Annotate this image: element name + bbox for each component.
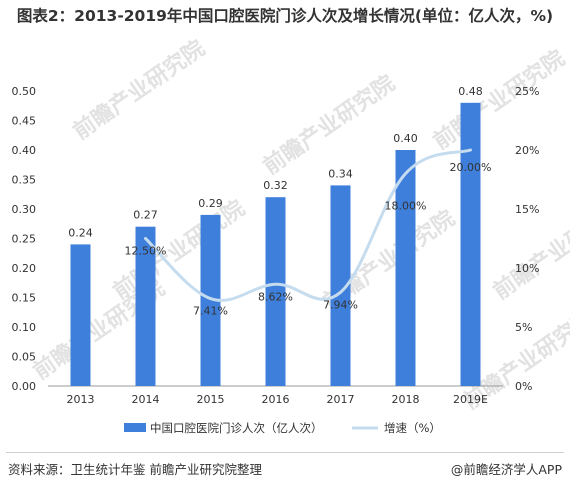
growth-line-path bbox=[144, 148, 472, 302]
bar-2015 bbox=[200, 214, 221, 386]
bar-labels: 0.24 0.27 0.29 0.32 0.34 0.40 0.48 bbox=[68, 85, 483, 240]
source-note: 资料来源：卫生统计年鉴 前瞻产业研究院整理 bbox=[8, 462, 262, 477]
left-tick-label: 0.00 bbox=[12, 380, 37, 393]
left-tick-label: 0.40 bbox=[12, 144, 37, 157]
growth-label-2017: 7.94% bbox=[323, 298, 358, 311]
left-tick-label: 0.20 bbox=[12, 262, 37, 275]
right-tick-label: 25% bbox=[515, 85, 539, 98]
growth-label-2015: 7.41% bbox=[193, 305, 228, 318]
x-tick-2017: 2017 bbox=[327, 393, 355, 406]
bar-2013 bbox=[70, 244, 91, 386]
legend-bar-swatch bbox=[124, 423, 146, 432]
x-tick-2019E: 2019E bbox=[453, 393, 488, 406]
footer-divider bbox=[6, 452, 564, 453]
watermark-1: 前瞻产业研究院 bbox=[259, 70, 400, 180]
bar-2019E bbox=[460, 102, 481, 387]
growth-label-2018: 18.00% bbox=[385, 200, 427, 213]
bar-label-2017: 0.34 bbox=[328, 167, 353, 180]
bar-label-2016: 0.32 bbox=[263, 179, 288, 192]
bar-label-2019E: 0.48 bbox=[458, 85, 483, 98]
bar-label-2018: 0.40 bbox=[393, 132, 418, 145]
x-tick-2018: 2018 bbox=[392, 393, 420, 406]
x-tick-2013: 2013 bbox=[67, 393, 95, 406]
right-tick-label: 10% bbox=[515, 262, 539, 275]
growth-labels: 12.50% 7.41% 8.62% 7.94% 18.00% 20.00% bbox=[125, 161, 492, 318]
bars bbox=[70, 102, 481, 387]
right-axis: 0% 5% 10% 15% 20% 25% bbox=[515, 85, 539, 393]
brand-credit: @前瞻经济学人APP bbox=[450, 462, 562, 477]
growth-label-2014: 12.50% bbox=[125, 245, 167, 258]
left-tick-label: 0.05 bbox=[12, 351, 37, 364]
right-tick-label: 0% bbox=[515, 380, 532, 393]
left-tick-label: 0.10 bbox=[12, 321, 37, 334]
bar-2016 bbox=[265, 197, 286, 386]
bar-2014 bbox=[135, 226, 156, 386]
x-axis: 2013 2014 2015 2016 2017 2018 2019E bbox=[67, 393, 489, 406]
legend-bar-label: 中国口腔医院门诊人次（亿人次） bbox=[150, 421, 323, 435]
watermark-2: 前瞻产业研究院 bbox=[429, 45, 570, 155]
growth-label-2019E: 20.00% bbox=[450, 161, 492, 174]
bar-2018 bbox=[395, 150, 416, 386]
x-tick-2016: 2016 bbox=[262, 393, 290, 406]
left-tick-label: 0.35 bbox=[12, 174, 37, 187]
right-tick-label: 15% bbox=[515, 203, 539, 216]
left-tick-label: 0.25 bbox=[12, 233, 37, 246]
left-tick-label: 0.15 bbox=[12, 292, 37, 305]
bar-2017 bbox=[330, 185, 351, 386]
bar-label-2013: 0.24 bbox=[68, 226, 93, 239]
legend-line-label: 增速（%） bbox=[384, 421, 441, 435]
watermark-0: 前瞻产业研究院 bbox=[69, 35, 210, 145]
chart-title: 图表2：2013-2019年中国口腔医院门诊人次及增长情况(单位：亿人次，%) bbox=[16, 7, 554, 25]
bar-label-2014: 0.27 bbox=[133, 209, 158, 222]
x-tick-2014: 2014 bbox=[132, 393, 160, 406]
growth-line bbox=[144, 148, 472, 302]
right-tick-label: 20% bbox=[515, 144, 539, 157]
right-tick-label: 5% bbox=[515, 321, 532, 334]
left-tick-label: 0.30 bbox=[12, 203, 37, 216]
growth-label-2016: 8.62% bbox=[258, 290, 293, 303]
bar-label-2015: 0.29 bbox=[198, 197, 223, 210]
x-tick-2015: 2015 bbox=[197, 393, 225, 406]
left-tick-label: 0.45 bbox=[12, 115, 37, 128]
legend: 中国口腔医院门诊人次（亿人次） 增速（%） bbox=[124, 421, 441, 435]
left-axis: 0.00 0.05 0.10 0.15 0.20 0.25 0.30 0.35 0.40 0.45… bbox=[12, 85, 37, 393]
left-tick-label: 0.50 bbox=[12, 85, 37, 98]
